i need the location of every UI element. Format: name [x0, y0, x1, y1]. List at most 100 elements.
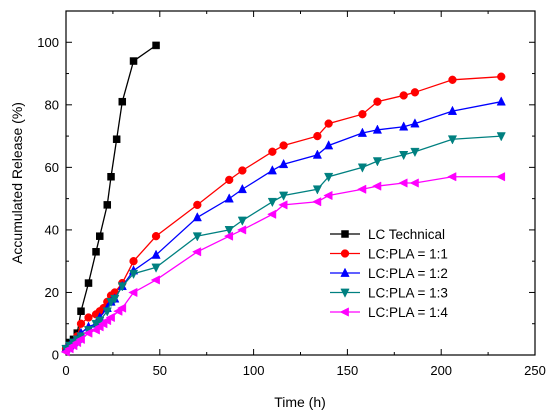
data-point [102, 307, 112, 317]
series-line [65, 76, 502, 350]
data-point [237, 216, 247, 226]
y-tick-label: 0 [52, 348, 59, 363]
data-point [129, 257, 138, 266]
data-point [267, 197, 277, 208]
data-point [112, 135, 121, 143]
data-point [496, 132, 506, 142]
y-axis-title: Accumulated Release (%) [9, 102, 25, 264]
data-point [323, 190, 333, 201]
y-tick-label: 20 [45, 285, 59, 300]
data-point [236, 225, 247, 235]
data-point [410, 88, 420, 97]
legend-label: LC:PLA = 1:4 [368, 305, 448, 320]
x-axis-title: Time (h) [274, 394, 326, 410]
x-tick-label: 250 [524, 363, 546, 378]
legend-item: LC:PLA = 1:1 [330, 247, 448, 262]
data-point [324, 140, 334, 150]
x-tick-label: 50 [153, 363, 167, 378]
legend-marker [340, 249, 350, 258]
data-point [118, 97, 127, 106]
data-point [95, 316, 105, 326]
data-point [116, 303, 127, 313]
y-tick-label: 40 [45, 222, 59, 237]
legend-marker [341, 230, 349, 238]
data-point [312, 185, 322, 195]
data-point [76, 319, 86, 328]
data-point [267, 209, 277, 219]
legend-marker [339, 307, 349, 317]
data-point [278, 200, 288, 210]
data-point [324, 172, 334, 183]
x-tick-label: 150 [337, 363, 359, 378]
data-point [128, 269, 139, 280]
data-point [357, 127, 368, 137]
data-point [225, 175, 234, 185]
axis-ticks: 0 50 100 150 200 250 0 20 40 60 80 100 [37, 11, 546, 378]
legend-item: LC:PLA = 1:2 [330, 266, 448, 281]
data-point [495, 172, 506, 182]
data-point [150, 275, 160, 285]
data-point [279, 141, 288, 150]
data-point [409, 178, 419, 188]
data-point [92, 248, 100, 256]
data-point [224, 226, 234, 236]
data-point [128, 287, 138, 298]
data-point [237, 183, 247, 194]
data-point [193, 200, 202, 210]
data-point [224, 193, 234, 203]
data-point [357, 184, 367, 194]
data-point [103, 201, 112, 209]
data-point [447, 135, 458, 145]
data-point [238, 166, 247, 175]
data-point [312, 149, 322, 159]
y-tick-label: 60 [45, 160, 59, 175]
legend-item: LC:PLA = 1:4 [330, 305, 448, 320]
data-point [105, 312, 115, 323]
legend-label: LC:PLA = 1:2 [368, 266, 448, 281]
data-point [75, 334, 85, 344]
data-point [497, 72, 506, 81]
legend-item: LC Technical [330, 227, 445, 242]
data-point [152, 41, 160, 50]
data-point [372, 181, 382, 191]
data-point [84, 313, 93, 322]
data-point [324, 119, 333, 128]
legend-label: LC:PLA = 1:3 [368, 286, 448, 301]
x-tick-label: 0 [62, 363, 69, 378]
data-point [358, 110, 367, 119]
data-point [447, 105, 458, 115]
data-point [107, 172, 115, 181]
data-point [447, 172, 457, 182]
data-point [268, 147, 277, 156]
y-tick-label: 80 [45, 97, 59, 112]
data-point [83, 328, 93, 338]
data-point [117, 282, 127, 292]
data-point [267, 165, 277, 175]
legend-item: LC:PLA = 1:3 [330, 286, 448, 301]
data-point [373, 97, 382, 106]
data-point [84, 279, 93, 287]
data-point [313, 131, 322, 141]
legend-label: LC:PLA = 1:1 [368, 247, 448, 262]
data-point [399, 91, 408, 100]
data-point [279, 158, 289, 169]
data-point [410, 147, 420, 158]
data-point [357, 163, 368, 173]
data-point [448, 75, 457, 84]
data-point [192, 232, 202, 242]
data-point [129, 57, 138, 65]
data-point [399, 121, 409, 131]
legend: LC Technical LC:PLA = 1:1 LC:PLA = 1:2 LC:P… [330, 227, 448, 320]
data-point [496, 96, 506, 106]
data-point [151, 263, 161, 273]
data-point [77, 307, 85, 315]
data-point [110, 294, 120, 305]
data-point [410, 118, 420, 128]
legend-label: LC Technical [368, 227, 445, 242]
data-point [191, 247, 202, 257]
x-tick-label: 200 [430, 363, 452, 378]
series-3 [61, 132, 506, 355]
data-point [399, 151, 409, 161]
legend-marker [340, 288, 350, 298]
